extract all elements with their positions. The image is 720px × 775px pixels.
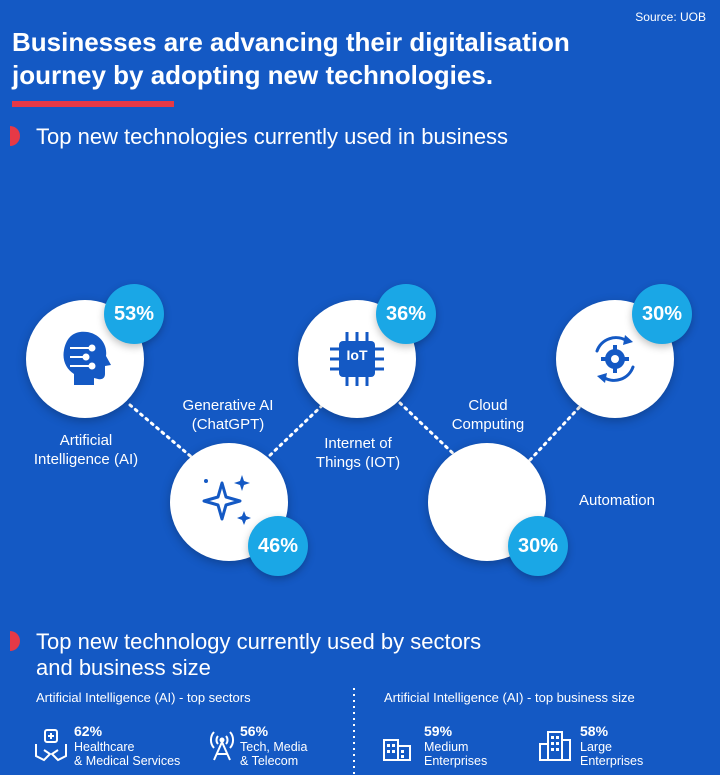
percent-badge-genai: 46%: [248, 516, 308, 576]
percent-badge-iot: 36%: [376, 284, 436, 344]
title-underline: [12, 101, 174, 107]
tech-circle-ai: [26, 300, 144, 418]
section-marker: [10, 126, 20, 146]
business-size-heading: Artificial Intelligence (AI) - top busin…: [384, 690, 635, 705]
sector-label: Healthcare & Medical Services: [74, 740, 180, 768]
sector-label-line: & Telecom: [240, 754, 299, 768]
sector-label-line: Tech, Media: [240, 740, 308, 754]
antenna-icon: [210, 731, 234, 761]
page-title-line1: Businesses are advancing their digitalis…: [12, 27, 570, 57]
tech-label-line: Computing: [451, 416, 525, 433]
size-label-line: Enterprises: [580, 754, 644, 768]
connector-lines: [128, 396, 590, 462]
sector-label-line: Healthcare: [74, 740, 135, 754]
connector-line: [263, 396, 332, 462]
healthcare-hands-icon: [35, 729, 67, 762]
medium-building-icon: [383, 739, 411, 761]
connector-line: [528, 396, 590, 462]
gear-cycle-icon: [595, 335, 635, 383]
sector-label: Tech, Media & Telecom: [240, 740, 307, 768]
percent-badge-cloud: 30%: [508, 516, 568, 576]
iot-chip-icon: [330, 332, 384, 386]
page-title: Businesses are advancing their digitalis…: [12, 26, 702, 92]
tech-label-genai: Generative AI (ChatGPT): [158, 396, 298, 434]
connector-line: [398, 401, 462, 462]
size-label: Large Enterprises: [580, 740, 643, 768]
section1-title: Top new technologies currently used in b…: [36, 124, 509, 149]
tech-label-line: Things (IOT): [315, 454, 401, 471]
vertical-divider: [353, 688, 355, 775]
size-percent: 58%: [580, 723, 609, 739]
sector-percent: 62%: [74, 723, 103, 739]
percent-badge-automation: 30%: [632, 284, 692, 344]
connector-line: [128, 403, 197, 462]
tech-label-iot: Internet of Things (IOT): [288, 434, 428, 472]
size-label-line: Enterprises: [424, 754, 488, 768]
size-label-line: Large: [580, 740, 612, 754]
source-label: Source: UOB: [635, 10, 706, 24]
tech-label-line: Automation: [579, 492, 655, 509]
section2-title-line2: and business size: [36, 655, 211, 680]
size-percent: 59%: [424, 723, 453, 739]
sector-percent: 56%: [240, 723, 269, 739]
iot-chip-text: IoT: [346, 347, 368, 363]
tech-label-ai: Artificial Intelligence (AI): [16, 431, 156, 469]
size-label: Medium Enterprises: [424, 740, 487, 768]
percent-badge-ai: 53%: [104, 284, 164, 344]
section2-title: Top new technology currently used by sec…: [36, 629, 481, 681]
large-building-icon: [539, 731, 571, 761]
sector-label-line: & Medical Services: [74, 754, 181, 768]
section2-title-line1: Top new technology currently used by sec…: [36, 629, 482, 654]
tech-label-line: Internet of: [324, 435, 392, 452]
size-label-line: Medium: [424, 740, 469, 754]
page-title-line2: journey by adopting new technologies.: [12, 60, 494, 90]
tech-label-line: Intelligence (AI): [33, 451, 139, 468]
tech-label-cloud: Cloud Computing: [418, 396, 558, 434]
ai-head-icon: [63, 331, 111, 385]
tech-label-line: Generative AI: [182, 397, 274, 414]
sector-heading: Artificial Intelligence (AI) - top secto…: [36, 690, 251, 705]
section-marker: [10, 631, 20, 651]
tech-label-line: Cloud: [468, 397, 508, 414]
tech-label-line: Artificial: [59, 432, 113, 449]
tech-label-automation: Automation: [556, 491, 678, 510]
sparkles-icon: [202, 475, 251, 525]
tech-label-line: (ChatGPT): [191, 416, 265, 433]
